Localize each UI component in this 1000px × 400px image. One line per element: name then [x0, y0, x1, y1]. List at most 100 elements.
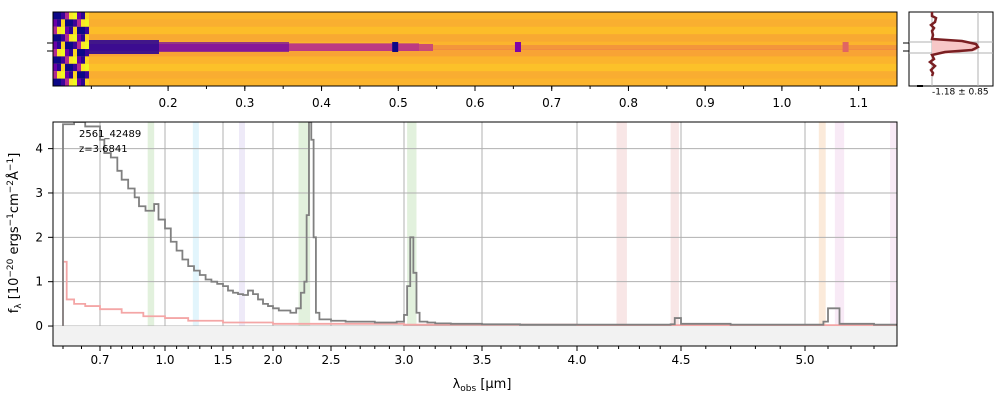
emission-band [834, 122, 845, 346]
heatmap-pixel [69, 78, 73, 86]
profile-line [927, 12, 980, 77]
heatmap-pixel [77, 78, 81, 86]
heatmap-pixel [77, 19, 81, 27]
heatmap-pixel [85, 26, 89, 35]
heatmap-pixel [57, 26, 61, 35]
heatmap-pixel [57, 63, 61, 72]
heatmap-pixel [69, 71, 73, 79]
heatmap-row [53, 12, 897, 20]
heatmap-pixel [57, 71, 61, 79]
emission-band [239, 122, 245, 346]
y-tick-label: 4 [35, 142, 43, 156]
heatmap-pixel [81, 12, 85, 20]
heatmap-pixel [53, 63, 57, 72]
heatmap-x-tick-label: 0.7 [542, 96, 561, 110]
y-axis-ticks: 0 1 2 3 4 [35, 142, 53, 333]
heatmap-pixel [81, 49, 85, 57]
heatmap-pixel [53, 71, 57, 79]
heatmap-x-ticks: 0.2 0.3 0.4 0.5 0.6 0.7 0.8 0.9 1.0 1.1 [90, 86, 868, 110]
heatmap-pixel [85, 78, 89, 86]
heatmap-pixel [73, 26, 77, 35]
heatmap-pixel [85, 19, 89, 27]
heatmap-x-tick-label: 0.5 [389, 96, 408, 110]
x-tick-label: 2.0 [263, 353, 282, 367]
x-tick-label: 3.0 [394, 353, 413, 367]
heatmap-pixel [61, 26, 65, 35]
x-tick-label: 5.0 [795, 353, 814, 367]
heatmap-pixel [57, 56, 61, 64]
heatmap-pixel [73, 49, 77, 57]
heatmap-pixel [73, 12, 77, 20]
heatmap-row [53, 49, 897, 57]
heatmap-bright-spot [392, 42, 399, 52]
zero-fill-region [53, 326, 897, 346]
heatmap-pixel [53, 56, 57, 64]
heatmap-pixel [57, 49, 61, 57]
heatmap-pixel [61, 41, 65, 49]
heatmap-pixel [57, 41, 61, 49]
redshift-annotation: z=3.6841 [79, 144, 128, 155]
heatmap-row [53, 56, 897, 64]
heatmap-pixel [53, 26, 57, 35]
heatmap-row [53, 26, 897, 35]
x-tick-label: 2.5 [321, 353, 340, 367]
x-tick-label: 1.5 [213, 353, 232, 367]
heatmap-pixel [77, 26, 81, 35]
heatmap-pixel [65, 41, 69, 49]
x-tick-label: 0.7 [90, 353, 109, 367]
heatmap-pixel [61, 71, 65, 79]
heatmap-pixel [85, 49, 89, 57]
heatmap-continuum-tail [159, 42, 289, 52]
heatmap-pixel [65, 71, 69, 79]
heatmap-pixel [53, 41, 57, 49]
plot-frame [52, 121, 898, 347]
heatmap-pixel [65, 34, 69, 42]
heatmap-pixel [57, 34, 61, 42]
heatmap-pixel [61, 78, 65, 86]
heatmap-trace-faint [433, 45, 897, 50]
heatmap-x-tick-label: 1.1 [849, 96, 868, 110]
heatmap-pixel [53, 12, 57, 20]
heatmap-pixel [57, 78, 61, 86]
x-tick-label: 3.5 [472, 353, 491, 367]
heatmap-pixel [85, 34, 89, 42]
heatmap-pixel [53, 34, 57, 42]
plot-area [53, 122, 897, 346]
heatmap-pixel [85, 56, 89, 64]
x-tick-label: 4.0 [567, 353, 586, 367]
heatmap-pixel [69, 56, 73, 64]
heatmap-pixel [85, 12, 89, 20]
heatmap-continuum-core [89, 40, 159, 54]
heatmap-pixel [61, 63, 65, 72]
emission-bands [147, 122, 897, 346]
x-axis-label: λobs [μm] [453, 377, 512, 394]
heatmap-pixel [81, 34, 85, 42]
heatmap-pixel [81, 26, 85, 35]
heatmap-pixel [69, 41, 73, 49]
heatmap-pixel [85, 41, 89, 49]
heatmap-pixel [65, 19, 69, 27]
heatmap-pixel [73, 19, 77, 27]
heatmap-pixel [77, 12, 81, 20]
heatmap-continuum-tail [289, 43, 419, 51]
heatmap-rows [53, 12, 897, 86]
heatmap-x-tick-label: 0.6 [465, 96, 484, 110]
heatmap-pixel [65, 78, 69, 86]
heatmap-pixel [85, 71, 89, 79]
heatmap-pixel [61, 12, 65, 20]
heatmap-row [53, 41, 897, 49]
heatmap-pixel [53, 49, 57, 57]
error-spectrum-line [62, 260, 897, 327]
heatmap-pixel [65, 12, 69, 20]
heatmap-pixel [73, 34, 77, 42]
heatmap-row [53, 78, 897, 86]
heatmap-pixel [57, 19, 61, 27]
heatmap-pixel [69, 63, 73, 72]
heatmap-pixel [85, 63, 89, 72]
flux-spectrum-line [62, 122, 897, 327]
heatmap-row [53, 19, 897, 27]
spectrum-2d-panel: 0.2 0.3 0.4 0.5 0.6 0.7 0.8 0.9 1.0 1.1 [47, 11, 898, 110]
heatmap-pixel [73, 78, 77, 86]
heatmap-pixel [65, 56, 69, 64]
